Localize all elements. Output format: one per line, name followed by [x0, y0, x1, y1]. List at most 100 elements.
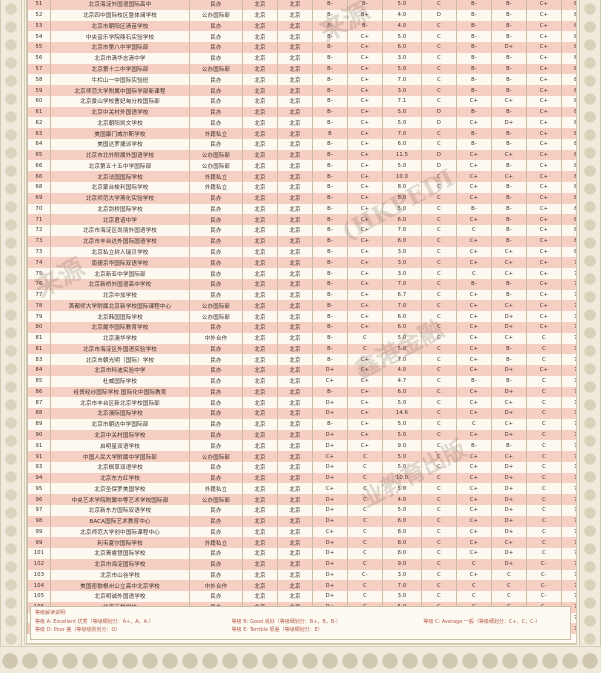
cell-grade-2: C — [347, 451, 383, 462]
cell-province: 北京 — [277, 397, 313, 409]
cell-grade-4: B- — [456, 31, 492, 43]
cell-grade-1: B- — [312, 63, 348, 75]
cell-school-name: 北京市朝阳区清苗学校 — [50, 20, 190, 32]
cell-school-type: 民办 — [189, 20, 243, 32]
cell-province: 北京 — [277, 300, 313, 312]
cell-grade-1: B- — [312, 182, 348, 193]
cell-grade-1: B- — [312, 42, 348, 53]
cell-rank: 89 — [27, 418, 51, 430]
cell-total-score: 825.0 — [561, 63, 576, 75]
cell-grade-6: C+ — [526, 106, 562, 118]
cell-province: 北京 — [277, 257, 313, 269]
cell-value: 7.0 — [382, 580, 422, 592]
cell-grade-1: D+ — [312, 408, 348, 419]
cell-rank: 99 — [27, 526, 51, 538]
table-row: 72北京市海淀区尚丽外国语学校民办北京北京B-C+7.0CCB-C+802.2C… — [27, 225, 576, 236]
cell-rank: 66 — [27, 171, 51, 183]
cell-school-type: 民办 — [189, 138, 243, 150]
cell-grade-1: B- — [312, 74, 348, 86]
cell-value: 7.0 — [382, 300, 422, 312]
cell-value: 3.0 — [382, 52, 422, 64]
cell-province: 北京 — [277, 537, 313, 549]
cell-grade-2: B+ — [347, 9, 383, 21]
cell-total-score: 760.3 — [561, 515, 576, 527]
cell-grade-1: B- — [312, 257, 348, 269]
cell-province: 北京 — [277, 321, 313, 333]
cell-grade-5: C — [491, 580, 527, 592]
cell-total-score: 777.6 — [561, 483, 576, 495]
cell-value: 8.0 — [382, 537, 422, 549]
cell-total-score: 819.0 — [561, 74, 576, 86]
cell-grade-6: C+ — [526, 9, 562, 21]
cell-grade-6: C- — [526, 569, 562, 581]
cell-value: 7.0 — [382, 354, 422, 366]
cell-rank: 91 — [27, 440, 51, 452]
cell-grade-4: C — [456, 268, 492, 279]
cell-grade-2: C+ — [347, 182, 383, 193]
cell-city: 北京 — [242, 558, 278, 570]
cell-grade-6: C+ — [526, 192, 562, 204]
cell-school-type: 民办 — [189, 225, 243, 236]
cell-grade-5: D+ — [491, 321, 527, 333]
cell-rank: 84 — [27, 365, 51, 376]
cell-city: 北京 — [242, 343, 278, 355]
cell-grade-6: C+ — [526, 74, 562, 86]
cell-grade-6: C+ — [526, 311, 562, 322]
cell-rank: 81 — [27, 343, 51, 355]
cell-city: 北京 — [242, 461, 278, 473]
cell-school-name: 北京韩国国际学校 — [50, 311, 190, 322]
cell-grade-5: D+ — [491, 117, 527, 129]
cell-grade-2: C+ — [347, 138, 383, 150]
cell-rank: 87 — [27, 397, 51, 409]
cell-city: 北京 — [242, 257, 278, 269]
cell-grade-1: C+ — [312, 483, 348, 495]
cell-total-score: 807.5 — [561, 160, 576, 172]
cell-grade-3: C — [421, 20, 457, 32]
cell-grade-6: C+ — [526, 149, 562, 161]
cell-grade-2: C+ — [347, 74, 383, 86]
cell-city: 北京 — [242, 429, 278, 441]
cell-province: 北京 — [277, 278, 313, 290]
cell-grade-2: C — [347, 526, 383, 538]
cell-grade-3: D — [421, 106, 457, 118]
cell-grade-3: C — [421, 569, 457, 581]
cell-total-score: 804.0 — [561, 192, 576, 204]
cell-school-name: 北京耀华国际教育学校 — [50, 321, 190, 333]
cell-city: 北京 — [242, 160, 278, 172]
cell-grade-2: C — [347, 461, 383, 473]
cell-province: 北京 — [277, 558, 313, 570]
cell-grade-4: C+ — [456, 504, 492, 516]
cell-grade-5: B- — [491, 20, 527, 32]
cell-grade-4: C+ — [456, 192, 492, 204]
cell-grade-6: C — [526, 548, 562, 559]
cell-grade-1: B- — [312, 203, 348, 215]
cell-total-score: 808.1 — [561, 149, 576, 161]
cell-grade-3: C — [421, 343, 457, 355]
cell-grade-5: D+ — [491, 42, 527, 53]
cell-grade-2: C+ — [347, 354, 383, 366]
cell-grade-6: C+ — [526, 128, 562, 139]
cell-total-score: 787.9 — [561, 397, 576, 409]
cell-value: 3.0 — [382, 268, 422, 279]
cell-grade-6: C+ — [526, 182, 562, 193]
cell-grade-3: D — [421, 117, 457, 129]
cell-school-name: 北京中加学校 — [50, 289, 190, 301]
cell-rank: 55 — [27, 42, 51, 53]
cell-school-type: 外籍私立 — [189, 182, 243, 193]
cell-school-type: 民办 — [189, 106, 243, 118]
cell-total-score: 790.8 — [561, 365, 576, 376]
cell-city: 北京 — [242, 42, 278, 53]
cell-value: 6.7 — [382, 289, 422, 301]
cell-grade-5: D+ — [491, 365, 527, 376]
cell-value: 5.0 — [382, 203, 422, 215]
cell-value: 6.0 — [382, 214, 422, 226]
cell-value: 5.0 — [382, 106, 422, 118]
cell-rank: 98 — [27, 515, 51, 527]
cell-grade-1: B- — [312, 9, 348, 21]
ranking-table-sheet: 51北京海淀外国语国际高中民办北京北京B-B-5.0CB-B-C+834.0B-… — [26, 0, 577, 644]
cell-total-score: 763.9 — [561, 504, 576, 516]
